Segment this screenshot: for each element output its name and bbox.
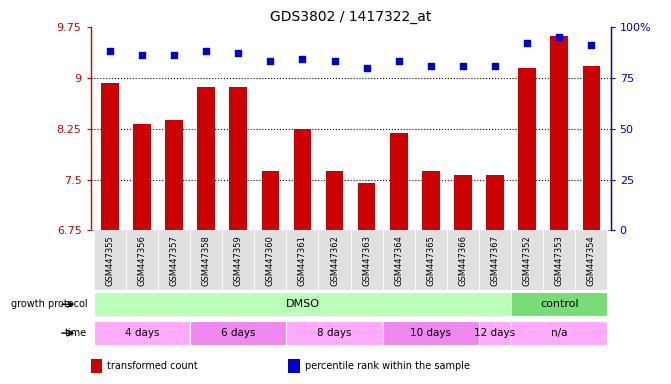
Bar [319,230,350,290]
Bar [575,230,607,290]
Text: 10 days: 10 days [411,328,452,338]
Bar [454,175,472,230]
Bar [91,359,102,373]
Bar [254,230,287,290]
Bar [101,83,119,230]
Bar [165,120,183,230]
Text: time: time [65,328,87,338]
Text: percentile rank within the sample: percentile rank within the sample [305,361,470,371]
Point [168,52,179,58]
Text: 4 days: 4 days [125,328,159,338]
Point [137,52,148,58]
Text: GSM447352: GSM447352 [523,235,531,286]
Bar [294,129,311,230]
Bar [126,230,158,290]
Bar [325,171,344,230]
Bar [447,230,479,290]
Text: GSM447361: GSM447361 [298,235,307,286]
Bar [94,292,511,316]
Text: GSM447359: GSM447359 [234,235,243,286]
Bar [511,292,607,316]
Bar [190,321,287,345]
Point [458,63,468,69]
Bar [289,359,300,373]
Text: GSM447356: GSM447356 [138,235,146,286]
Text: 8 days: 8 days [317,328,352,338]
Text: GSM447357: GSM447357 [170,235,178,286]
Point [233,50,244,56]
Point [393,58,404,65]
Bar [550,36,568,230]
Title: GDS3802 / 1417322_at: GDS3802 / 1417322_at [270,10,431,25]
Bar [582,66,600,230]
Bar [262,171,279,230]
Text: DMSO: DMSO [285,299,319,310]
Bar [358,183,376,230]
Bar [287,230,319,290]
Text: GSM447354: GSM447354 [587,235,596,286]
Text: GSM447362: GSM447362 [330,235,339,286]
Bar [415,230,447,290]
Bar [158,230,190,290]
Text: transformed count: transformed count [107,361,198,371]
Bar [222,230,254,290]
Text: GSM447353: GSM447353 [555,235,564,286]
Text: GSM447360: GSM447360 [266,235,275,286]
Bar [133,124,151,230]
Point [265,58,276,65]
Bar [382,230,415,290]
Point [297,56,308,63]
Point [522,40,533,46]
Bar [287,321,382,345]
Bar [229,87,247,230]
Text: GSM447365: GSM447365 [426,235,435,286]
Text: GSM447364: GSM447364 [395,235,403,286]
Point [490,63,501,69]
Bar [190,230,222,290]
Bar [518,68,536,230]
Text: 12 days: 12 days [474,328,515,338]
Bar [511,230,544,290]
Text: control: control [540,299,578,310]
Point [201,48,211,55]
Text: growth protocol: growth protocol [11,299,87,310]
Bar [486,175,504,230]
Bar [390,133,407,230]
Point [329,58,340,65]
Text: GSM447358: GSM447358 [202,235,211,286]
Point [361,65,372,71]
Text: GSM447355: GSM447355 [105,235,114,286]
Bar [382,321,479,345]
Point [586,42,597,48]
Bar [479,230,511,290]
Point [425,63,436,69]
Bar [197,86,215,230]
Point [554,34,564,40]
Bar [94,321,190,345]
Bar [351,230,382,290]
Text: 6 days: 6 days [221,328,256,338]
Point [105,48,115,55]
Bar [511,321,607,345]
Bar [479,321,511,345]
Bar [422,171,440,230]
Bar [94,230,126,290]
Text: GSM447367: GSM447367 [491,235,499,286]
Bar [544,230,575,290]
Text: GSM447366: GSM447366 [458,235,468,286]
Text: GSM447363: GSM447363 [362,235,371,286]
Text: n/a: n/a [551,328,568,338]
